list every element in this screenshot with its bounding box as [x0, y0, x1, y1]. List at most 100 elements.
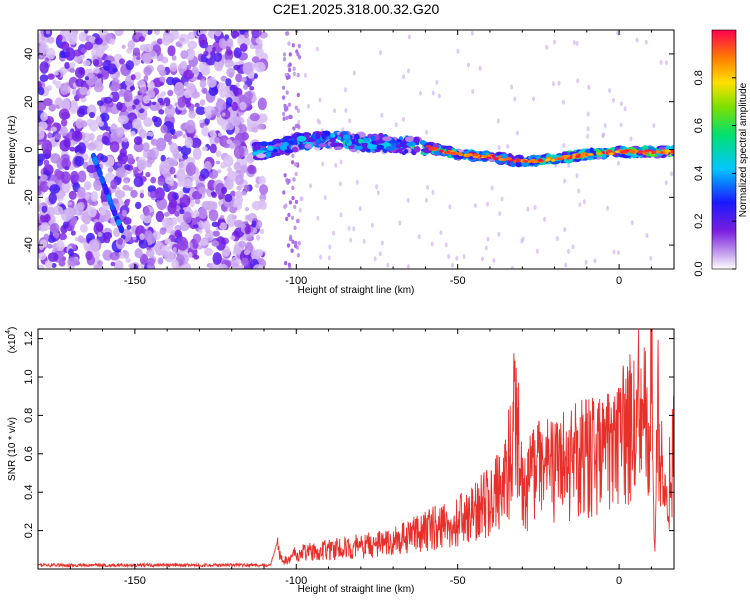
noise-speckle [285, 115, 289, 121]
noise-speckle [143, 117, 153, 127]
signal-peak [439, 149, 444, 153]
noise-speckle [649, 255, 653, 261]
snr-y-axis-label: SNR (10 * v/v) [7, 417, 18, 481]
noise-speckle [135, 201, 142, 210]
noise-speckle [402, 116, 405, 122]
noise-speckle [143, 207, 151, 217]
noise-speckle [160, 154, 166, 162]
noise-speckle [251, 56, 260, 63]
snr-x-tick-label: -150 [124, 575, 146, 587]
noise-speckle [177, 96, 186, 108]
noise-speckle [419, 90, 422, 96]
noise-speckle [251, 30, 262, 38]
noise-speckle [67, 201, 72, 206]
signal-blob [311, 133, 317, 140]
noise-speckle [543, 217, 547, 222]
noise-speckle [147, 152, 156, 164]
noise-speckle [190, 137, 202, 149]
noise-speckle [138, 36, 145, 42]
noise-speckle [182, 206, 191, 213]
noise-speckle [230, 115, 241, 127]
noise-speckle [169, 62, 178, 72]
noise-speckle [255, 48, 262, 54]
noise-speckle [451, 262, 454, 268]
noise-speckle [79, 120, 88, 128]
noise-speckle [59, 139, 71, 152]
noise-speckle [44, 260, 53, 269]
noise-speckle [38, 199, 41, 205]
noise-speckle [117, 251, 125, 259]
noise-speckle [185, 119, 196, 134]
noise-speckle [109, 38, 116, 45]
noise-speckle [121, 209, 127, 217]
noise-speckle [156, 197, 168, 210]
noise-speckle [211, 221, 219, 228]
noise-speckle [243, 249, 251, 255]
noise-speckle [175, 130, 183, 137]
noise-speckle [259, 228, 265, 235]
noise-speckle [170, 30, 180, 40]
noise-speckle [159, 227, 167, 235]
noise-speckle [123, 251, 130, 259]
secondary-blob [119, 226, 125, 234]
noise-speckle [89, 111, 95, 119]
noise-speckle [257, 123, 265, 130]
noise-speckle [486, 201, 489, 207]
signal-peak [505, 157, 512, 161]
noise-speckle [553, 39, 556, 45]
noise-speckle [77, 170, 87, 183]
noise-speckle [130, 74, 136, 81]
noise-speckle [200, 168, 210, 179]
noise-speckle [455, 255, 459, 261]
noise-speckle [229, 84, 235, 91]
noise-speckle [380, 240, 384, 246]
noise-speckle [48, 103, 56, 112]
noise-speckle [143, 43, 154, 53]
noise-speckle [211, 201, 218, 210]
secondary-blob [106, 194, 112, 202]
noise-speckle [608, 88, 612, 94]
noise-speckle [490, 185, 494, 191]
snr-y-tick-label: 0.8 [23, 408, 35, 423]
noise-speckle [293, 225, 297, 230]
noise-speckle [59, 50, 66, 58]
noise-speckle [587, 84, 591, 90]
noise-speckle [150, 138, 158, 146]
noise-speckle [296, 52, 300, 57]
noise-speckle [48, 192, 57, 205]
noise-speckle [103, 96, 113, 104]
noise-speckle [217, 82, 226, 92]
noise-speckle [233, 145, 245, 159]
noise-speckle [39, 43, 49, 55]
noise-speckle [205, 230, 214, 242]
noise-speckle [292, 71, 296, 77]
signal-blob [252, 145, 261, 151]
noise-speckle [161, 34, 171, 46]
noise-speckle [287, 102, 292, 108]
spectrogram-y-tick-label: -40 [23, 237, 35, 253]
noise-speckle [500, 196, 504, 202]
signal-blob [284, 149, 293, 154]
noise-speckle [47, 132, 53, 139]
noise-speckle [146, 135, 152, 140]
noise-speckle [136, 56, 141, 61]
noise-speckle [407, 263, 410, 269]
noise-speckle [201, 66, 211, 76]
spectrogram-y-tick-label: 20 [23, 96, 35, 108]
noise-speckle [84, 181, 92, 191]
noise-speckle [616, 30, 620, 36]
noise-speckle [121, 139, 130, 150]
signal-peak [493, 157, 500, 161]
noise-speckle [244, 207, 250, 212]
noise-speckle [124, 179, 129, 184]
noise-speckle [328, 244, 332, 250]
noise-speckle [233, 64, 241, 71]
noise-speckle [59, 84, 68, 92]
noise-speckle [204, 247, 213, 257]
noise-speckle [58, 233, 67, 241]
noise-speckle [128, 263, 135, 269]
noise-speckle [140, 189, 144, 194]
noise-speckle [68, 190, 77, 200]
noise-speckle [563, 227, 567, 233]
noise-speckle [193, 209, 200, 218]
